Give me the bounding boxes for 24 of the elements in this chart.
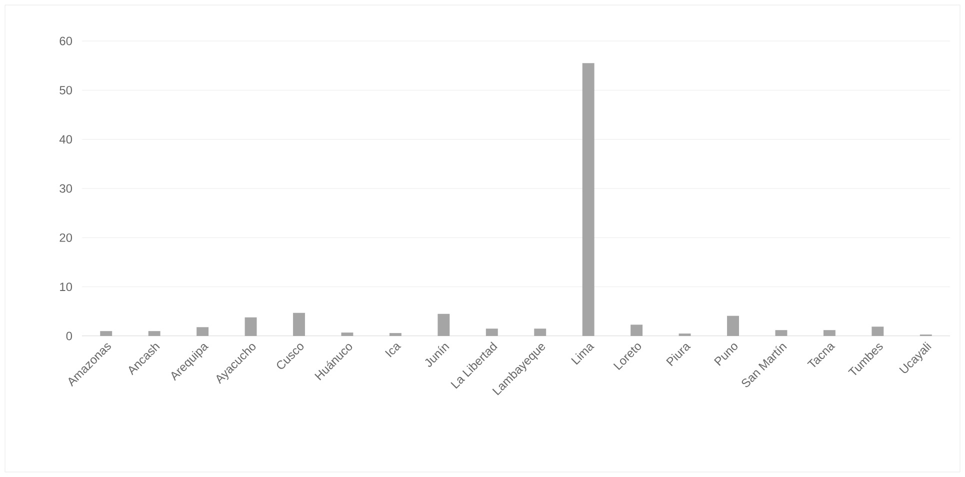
x-tick-label: Ica xyxy=(384,344,402,358)
bar xyxy=(775,330,788,336)
bar xyxy=(486,328,498,336)
y-tick-label: 40 xyxy=(59,135,72,144)
bar xyxy=(341,332,354,336)
bar xyxy=(630,324,643,336)
bar xyxy=(389,333,402,336)
y-tick-label: 60 xyxy=(60,36,72,46)
y-tick-label: 10 xyxy=(60,282,72,292)
bar xyxy=(100,331,112,336)
bar xyxy=(872,326,884,336)
y-tick-label: 0 xyxy=(66,332,72,340)
bar xyxy=(293,312,305,336)
bar xyxy=(438,314,450,336)
bar xyxy=(534,328,546,336)
y-tick-label: 50 xyxy=(60,86,72,94)
bar xyxy=(823,330,836,336)
bar xyxy=(148,331,160,336)
bar xyxy=(582,63,594,336)
y-tick-label: 30 xyxy=(60,184,72,193)
y-tick-label: 20 xyxy=(60,233,72,242)
bar xyxy=(727,316,739,336)
bar xyxy=(196,327,209,336)
bar xyxy=(244,317,257,336)
